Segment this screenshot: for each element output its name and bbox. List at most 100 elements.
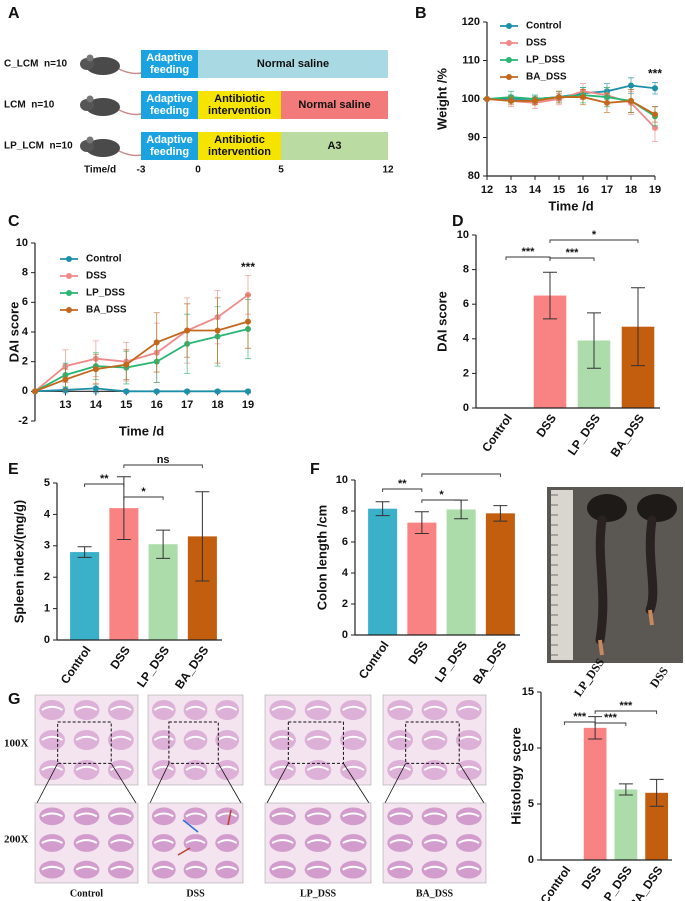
data-point — [214, 388, 221, 395]
crypt — [107, 730, 134, 750]
legend-label: Control — [86, 254, 122, 265]
y-tick-label: 8 — [342, 505, 348, 517]
lumen — [185, 865, 206, 871]
colon — [595, 515, 608, 645]
lumen — [306, 812, 330, 818]
y-tick-label: 4 — [22, 326, 29, 338]
data-point — [245, 388, 251, 395]
y-tick-label: 0 — [22, 385, 28, 397]
error-bar — [649, 778, 664, 807]
x-tick-label: 16 — [577, 184, 589, 196]
histology-image — [34, 694, 139, 804]
x-tick-label: DSS — [579, 864, 605, 892]
lumen — [185, 735, 206, 741]
lumen — [110, 765, 132, 771]
crypt — [151, 807, 176, 826]
timeline-tick: 0 — [195, 165, 201, 176]
crypt — [304, 700, 332, 720]
crypt — [304, 760, 332, 780]
lumen — [306, 865, 330, 871]
lumen — [41, 705, 63, 711]
y-tick-label: -2 — [18, 415, 28, 427]
y-tick-label: 2 — [342, 598, 348, 610]
lumen — [41, 735, 63, 741]
panel-label: F — [310, 461, 320, 478]
legend-label: DSS — [86, 271, 107, 282]
crypt — [340, 834, 367, 852]
timeline-tick: 5 — [278, 165, 284, 176]
crypt — [39, 834, 66, 852]
significance-label: ns — [157, 454, 170, 466]
y-tick-label: 0 — [528, 854, 534, 866]
y-tick-label: 4 — [342, 567, 349, 579]
lumen — [458, 839, 480, 844]
legend-marker — [506, 74, 512, 80]
crypt — [107, 807, 134, 826]
crypt — [73, 834, 100, 852]
legend-label: BA_DSS — [86, 305, 127, 316]
y-axis-title: Weight /% — [434, 68, 449, 130]
crypt — [183, 860, 208, 879]
significance-bracket — [421, 499, 462, 503]
data-point — [214, 327, 221, 334]
lumen — [153, 812, 174, 818]
crypt — [421, 860, 448, 879]
x-tick-label: BA_DSS — [470, 639, 509, 687]
y-tick-label: 10 — [522, 742, 534, 754]
y-tick-label: 10 — [457, 229, 469, 241]
lumen — [342, 735, 365, 741]
legend-label: LP_DSS — [526, 55, 565, 66]
timeline-segment: Normal saline — [198, 50, 388, 78]
mouse-ear — [86, 136, 94, 144]
y-axis-title: DAI score — [434, 291, 449, 352]
crypt — [39, 860, 66, 879]
crypt — [455, 860, 482, 879]
crypt — [304, 807, 332, 826]
lumen — [423, 765, 446, 771]
zoom-arrows — [266, 763, 370, 804]
y-tick-label: 15 — [522, 686, 534, 698]
mouse-body — [86, 57, 120, 75]
crypt — [387, 834, 414, 852]
lumen — [458, 765, 480, 771]
histology-row-label: 200X — [4, 834, 29, 846]
lumen — [458, 865, 480, 871]
y-tick-label: 10 — [16, 237, 28, 249]
significance-label: * — [439, 489, 444, 501]
x-tick-label: 15 — [553, 184, 565, 196]
lumen — [110, 865, 132, 871]
lumen — [423, 865, 446, 871]
data-point — [652, 111, 658, 118]
crypt — [340, 860, 367, 879]
panel-label: D — [452, 213, 464, 230]
error-bar — [116, 476, 131, 541]
x-tick-label: BA_DSS — [626, 864, 665, 901]
legend-marker — [66, 256, 72, 262]
x-tick-label: DSS — [405, 639, 431, 667]
timeline-segment: Adaptive feeding — [141, 132, 198, 160]
y-tick-label: 80 — [468, 170, 480, 182]
crypt — [73, 860, 100, 879]
bar — [446, 509, 476, 635]
crypt — [73, 760, 100, 780]
legend-marker — [506, 57, 512, 63]
data-point — [92, 366, 99, 373]
crypt — [269, 860, 296, 879]
crypt — [455, 760, 482, 780]
mouse-icon — [80, 136, 146, 157]
crypt — [183, 760, 208, 780]
lumen — [342, 865, 365, 871]
bar — [148, 544, 178, 640]
lumen — [41, 865, 63, 871]
lumen — [271, 705, 294, 711]
panel-label: B — [415, 5, 427, 22]
crypt — [215, 730, 240, 750]
data-point — [123, 388, 130, 395]
y-tick-label: 0 — [342, 629, 348, 641]
lumen — [342, 705, 365, 711]
mouse-ear — [86, 95, 94, 103]
lumen — [271, 812, 294, 818]
crypt — [73, 730, 100, 750]
